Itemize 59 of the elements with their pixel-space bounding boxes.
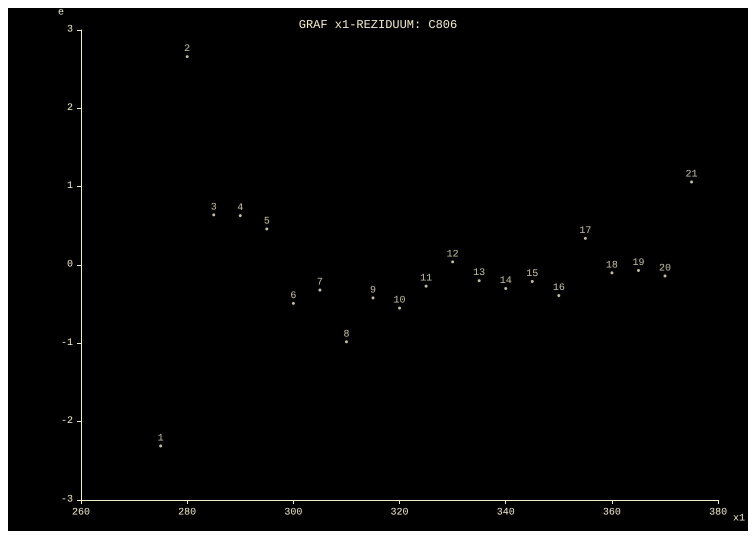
point bbox=[292, 302, 295, 305]
annotation: 18 bbox=[606, 260, 618, 272]
x-tick-label: 320 bbox=[390, 508, 409, 518]
y-tick-label: 2 bbox=[66, 102, 73, 114]
x-axis-title: x1 bbox=[733, 514, 746, 524]
x-tick-label: 300 bbox=[284, 508, 302, 518]
point bbox=[265, 227, 268, 230]
point bbox=[530, 280, 534, 283]
point bbox=[186, 55, 189, 58]
point bbox=[584, 236, 587, 240]
annotation: 16 bbox=[552, 283, 565, 294]
point bbox=[398, 306, 402, 310]
point bbox=[690, 180, 694, 184]
annotation: 20 bbox=[658, 263, 672, 274]
y-tick-label: -3 bbox=[60, 494, 73, 506]
annotation: 10 bbox=[394, 296, 406, 307]
annotation: 19 bbox=[632, 258, 644, 269]
annotation: 17 bbox=[579, 226, 592, 237]
annotation: 2 bbox=[184, 44, 190, 56]
point bbox=[344, 340, 348, 344]
x-tick-label: 280 bbox=[178, 508, 196, 518]
point bbox=[424, 284, 428, 288]
x-tick-label: 340 bbox=[496, 508, 515, 518]
point bbox=[451, 260, 454, 264]
point bbox=[318, 288, 322, 292]
y-tick-label: -2 bbox=[60, 416, 73, 428]
annotation: 8 bbox=[343, 329, 350, 340]
x-tick-label: 360 bbox=[602, 508, 621, 518]
annotation: 3 bbox=[210, 202, 217, 214]
annotation: 21 bbox=[686, 169, 698, 180]
point bbox=[557, 294, 560, 298]
y-tick-label: -1 bbox=[60, 338, 73, 349]
point bbox=[664, 274, 667, 278]
annotation: 4 bbox=[237, 203, 244, 214]
y-axis-title: e bbox=[58, 8, 64, 18]
annotation: 11 bbox=[420, 274, 432, 285]
y-tick-label: 1 bbox=[66, 181, 73, 192]
annotation: 14 bbox=[500, 276, 512, 287]
point bbox=[504, 287, 508, 290]
annotation: 9 bbox=[370, 285, 376, 296]
y-tick-label: 0 bbox=[66, 260, 73, 270]
annotation: 1 bbox=[158, 433, 164, 444]
point bbox=[636, 268, 640, 272]
point bbox=[212, 213, 216, 216]
annotation: 13 bbox=[473, 268, 486, 280]
annotation: 15 bbox=[526, 268, 538, 280]
point bbox=[159, 444, 162, 448]
x-tick-label: 260 bbox=[72, 508, 90, 518]
point bbox=[610, 271, 614, 274]
annotation: 12 bbox=[446, 249, 459, 260]
point bbox=[238, 214, 242, 218]
annotation: 5 bbox=[264, 216, 270, 228]
point bbox=[372, 296, 375, 300]
y-tick-label: 3 bbox=[66, 24, 73, 36]
x-tick-label: 380 bbox=[709, 508, 728, 518]
point bbox=[478, 279, 481, 282]
annotation: 7 bbox=[316, 278, 323, 289]
annotation: 6 bbox=[290, 290, 296, 302]
chart-title: GRAF x1-REZIDUUM: C806 bbox=[298, 18, 458, 32]
